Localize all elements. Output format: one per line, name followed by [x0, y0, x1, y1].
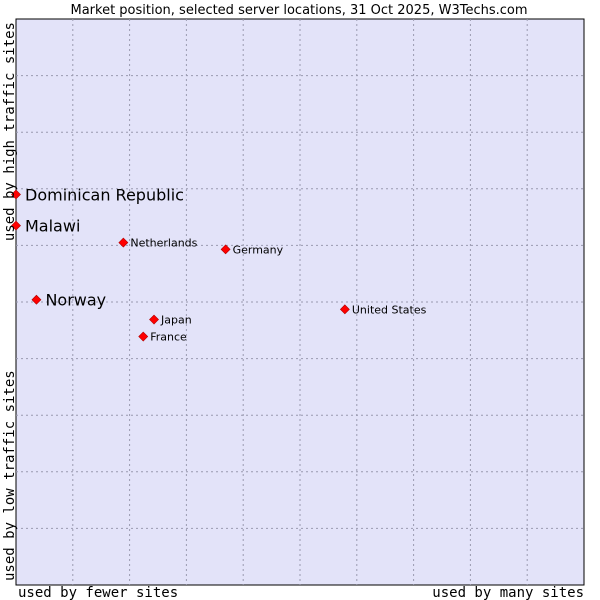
point-label-germany: Germany	[233, 243, 284, 256]
y-axis-label-top: used by high traffic sites	[2, 22, 18, 241]
point-marker-japan	[149, 314, 159, 325]
y-axis-label-bottom: used by low traffic sites	[2, 370, 18, 581]
point-label-united-states: United States	[352, 303, 427, 316]
point-marker-netherlands	[118, 237, 129, 248]
point-label-dominican-republic: Dominican Republic	[25, 185, 184, 204]
point-label-netherlands: Netherlands	[130, 237, 197, 250]
point-marker-france	[138, 331, 149, 342]
point-marker-dominican-republic	[11, 189, 21, 200]
point-label-norway: Norway	[45, 291, 106, 310]
point-label-japan: Japan	[160, 314, 192, 327]
x-axis-label-right: used by many sites	[432, 585, 584, 600]
point-marker-germany	[220, 244, 231, 255]
grid-lines	[16, 19, 584, 585]
data-points: Dominican Republic Malawi Netherlands Germa…	[11, 185, 427, 344]
point-label-france: France	[150, 331, 187, 344]
point-marker-norway	[31, 294, 42, 305]
point-marker-united-states	[339, 304, 350, 315]
chart-title: Market position, selected server locatio…	[70, 3, 527, 18]
point-marker-malawi	[11, 220, 21, 231]
point-label-malawi: Malawi	[25, 217, 80, 236]
x-axis-label-left: used by fewer sites	[18, 585, 178, 600]
